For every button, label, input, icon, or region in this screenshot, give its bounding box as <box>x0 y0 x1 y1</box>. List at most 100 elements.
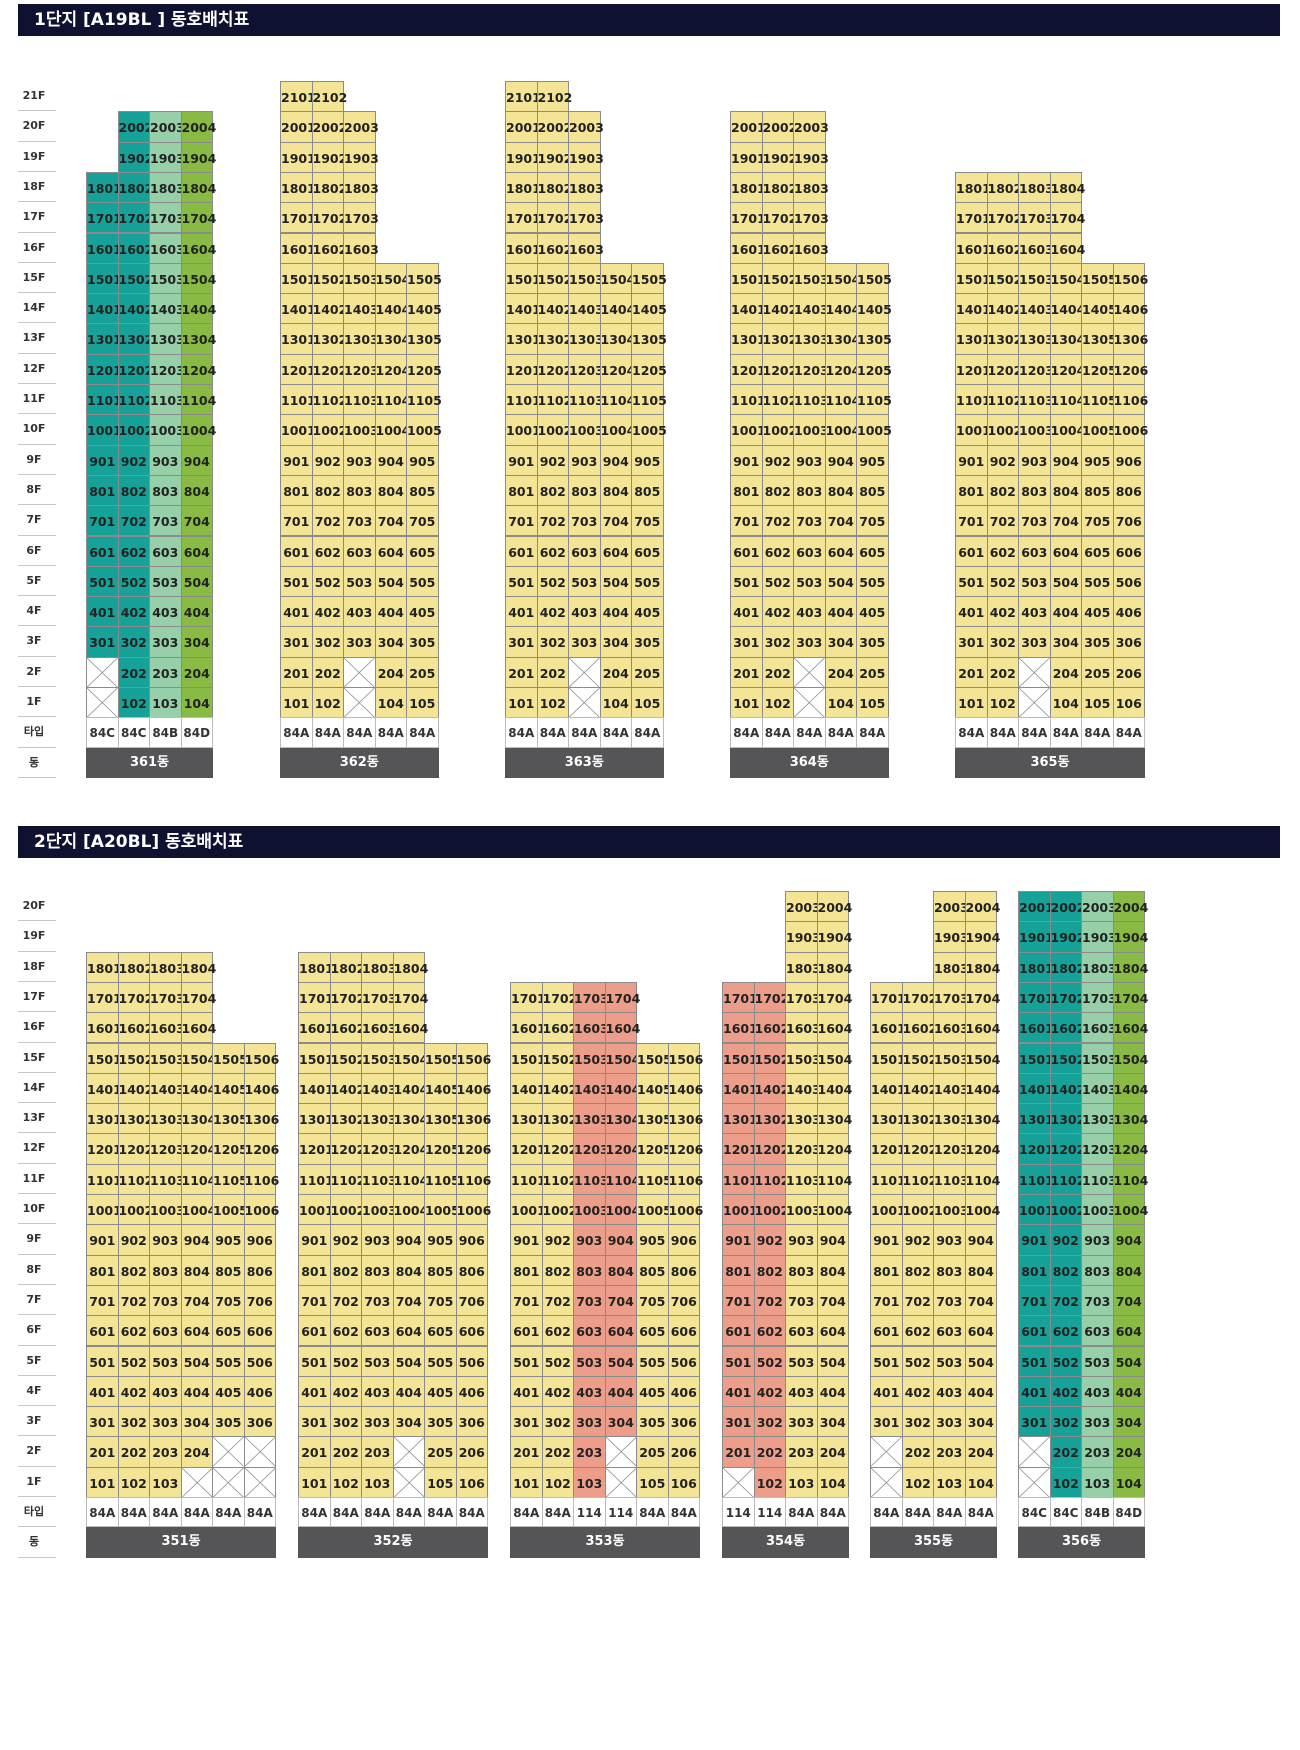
unit-cell[interactable]: 304 <box>180 1406 213 1438</box>
unit-cell[interactable]: 906 <box>243 1224 276 1256</box>
unit-cell[interactable]: 902 <box>753 1224 786 1256</box>
unit-cell[interactable]: 1401 <box>955 293 991 325</box>
unit-cell[interactable]: 201 <box>86 1436 119 1468</box>
unit-cell[interactable]: 102 <box>761 687 794 719</box>
unit-cell[interactable]: 302 <box>901 1406 934 1438</box>
unit-cell[interactable]: 1502 <box>901 1042 937 1074</box>
unit-cell[interactable]: 904 <box>604 1224 637 1256</box>
unit-cell[interactable]: 1402 <box>117 1072 153 1105</box>
unit-cell[interactable]: 704 <box>824 505 857 537</box>
unit-cell[interactable]: 1302 <box>311 323 347 355</box>
unit-cell[interactable]: 1303 <box>793 323 829 355</box>
unit-cell[interactable]: 1305 <box>631 323 667 355</box>
unit-cell[interactable]: 1901 <box>505 141 541 173</box>
unit-cell[interactable]: 1304 <box>180 1103 216 1135</box>
unit-cell[interactable]: 602 <box>541 1315 574 1347</box>
unit-cell[interactable]: 702 <box>329 1284 362 1317</box>
unit-cell[interactable]: 901 <box>86 444 119 476</box>
unit-cell[interactable]: 504 <box>816 1345 849 1377</box>
unit-cell[interactable]: 1603 <box>343 232 379 264</box>
unit-cell[interactable]: 202 <box>901 1436 934 1468</box>
unit-cell[interactable]: 1801 <box>955 171 991 204</box>
unit-cell[interactable]: 1101 <box>870 1163 906 1195</box>
unit-cell[interactable]: 405 <box>424 1375 457 1408</box>
unit-cell[interactable]: 902 <box>311 444 344 476</box>
unit-cell[interactable]: 1602 <box>986 232 1022 264</box>
unit-cell[interactable]: 1103 <box>793 384 829 416</box>
unit-cell[interactable]: 1701 <box>722 981 758 1014</box>
unit-cell[interactable]: 302 <box>117 626 150 658</box>
unit-cell[interactable]: 1206 <box>1112 353 1148 385</box>
unit-cell[interactable]: 904 <box>964 1224 997 1256</box>
unit-cell[interactable]: 1604 <box>964 1012 1000 1044</box>
unit-cell[interactable]: 205 <box>631 656 664 688</box>
unit-cell[interactable]: 1401 <box>86 293 122 325</box>
unit-cell[interactable]: 204 <box>374 656 407 688</box>
unit-cell[interactable]: 1102 <box>117 384 153 416</box>
unit-cell[interactable]: 104 <box>824 687 857 719</box>
unit-cell[interactable]: 2003 <box>568 111 604 143</box>
unit-cell[interactable]: 906 <box>667 1224 700 1256</box>
unit-cell[interactable]: 1106 <box>243 1163 279 1195</box>
unit-cell[interactable]: 1103 <box>933 1163 969 1195</box>
unit-cell[interactable]: 1306 <box>1112 323 1148 355</box>
unit-cell[interactable]: 801 <box>730 474 763 507</box>
unit-cell[interactable]: 1003 <box>793 414 829 446</box>
unit-cell[interactable]: 206 <box>455 1436 488 1468</box>
unit-cell[interactable]: 1601 <box>86 232 122 264</box>
unit-cell[interactable]: 105 <box>636 1466 669 1498</box>
unit-cell[interactable]: 1304 <box>599 323 635 355</box>
unit-cell[interactable]: 301 <box>730 626 763 658</box>
unit-cell[interactable]: 503 <box>1018 565 1051 598</box>
unit-cell[interactable]: 404 <box>964 1375 997 1408</box>
unit-cell[interactable]: 701 <box>86 1284 119 1317</box>
unit-cell[interactable]: 204 <box>599 656 632 688</box>
unit-cell[interactable]: 2002 <box>761 111 797 143</box>
unit-cell[interactable]: 403 <box>149 1375 182 1408</box>
unit-cell[interactable]: 205 <box>406 656 439 688</box>
unit-cell[interactable]: 1305 <box>636 1103 672 1135</box>
unit-cell[interactable]: 1405 <box>212 1072 248 1105</box>
unit-cell[interactable]: 106 <box>667 1466 700 1498</box>
unit-cell[interactable]: 903 <box>361 1224 394 1256</box>
unit-cell[interactable]: 1503 <box>793 262 829 295</box>
unit-cell[interactable]: 1006 <box>243 1194 279 1226</box>
unit-cell[interactable]: 904 <box>180 444 213 476</box>
unit-cell[interactable]: 303 <box>149 626 182 658</box>
unit-cell[interactable]: 1401 <box>1018 1072 1054 1105</box>
unit-cell[interactable]: 704 <box>180 1284 213 1317</box>
unit-cell[interactable]: 504 <box>824 565 857 598</box>
unit-cell[interactable]: 1504 <box>1112 1042 1148 1074</box>
unit-cell[interactable]: 203 <box>361 1436 394 1468</box>
unit-cell[interactable]: 602 <box>1049 1315 1082 1347</box>
unit-cell[interactable]: 503 <box>568 565 601 598</box>
unit-cell[interactable]: 1204 <box>964 1133 1000 1165</box>
unit-cell[interactable]: 1505 <box>631 262 667 295</box>
unit-cell[interactable]: 1402 <box>541 1072 577 1105</box>
unit-cell[interactable]: 1201 <box>510 1133 546 1165</box>
unit-cell[interactable]: 1006 <box>667 1194 703 1226</box>
unit-cell[interactable]: 706 <box>455 1284 488 1317</box>
unit-cell[interactable]: 1903 <box>933 921 969 953</box>
unit-cell[interactable]: 901 <box>1018 1224 1051 1256</box>
unit-cell[interactable]: 804 <box>1112 1254 1145 1286</box>
unit-cell[interactable]: 1304 <box>824 323 860 355</box>
unit-cell[interactable]: 1502 <box>986 262 1022 295</box>
unit-cell[interactable]: 1703 <box>361 981 397 1014</box>
unit-cell[interactable]: 1803 <box>785 951 821 983</box>
unit-cell[interactable]: 806 <box>455 1254 488 1286</box>
unit-cell[interactable]: 104 <box>1049 687 1082 719</box>
unit-cell[interactable]: 1702 <box>986 202 1022 234</box>
unit-cell[interactable]: 703 <box>573 1284 606 1317</box>
unit-cell[interactable]: 1104 <box>816 1163 852 1195</box>
unit-cell[interactable]: 1802 <box>1049 951 1085 983</box>
unit-cell[interactable]: 1201 <box>86 1133 122 1165</box>
unit-cell[interactable]: 1403 <box>785 1072 821 1105</box>
unit-cell[interactable]: 1702 <box>536 202 572 234</box>
unit-cell[interactable]: 501 <box>870 1345 903 1377</box>
unit-cell[interactable]: 1301 <box>510 1103 546 1135</box>
unit-cell[interactable]: 802 <box>311 474 344 507</box>
unit-cell[interactable]: 102 <box>1049 1466 1082 1498</box>
unit-cell[interactable]: 801 <box>298 1254 331 1286</box>
unit-cell[interactable]: 305 <box>856 626 889 658</box>
